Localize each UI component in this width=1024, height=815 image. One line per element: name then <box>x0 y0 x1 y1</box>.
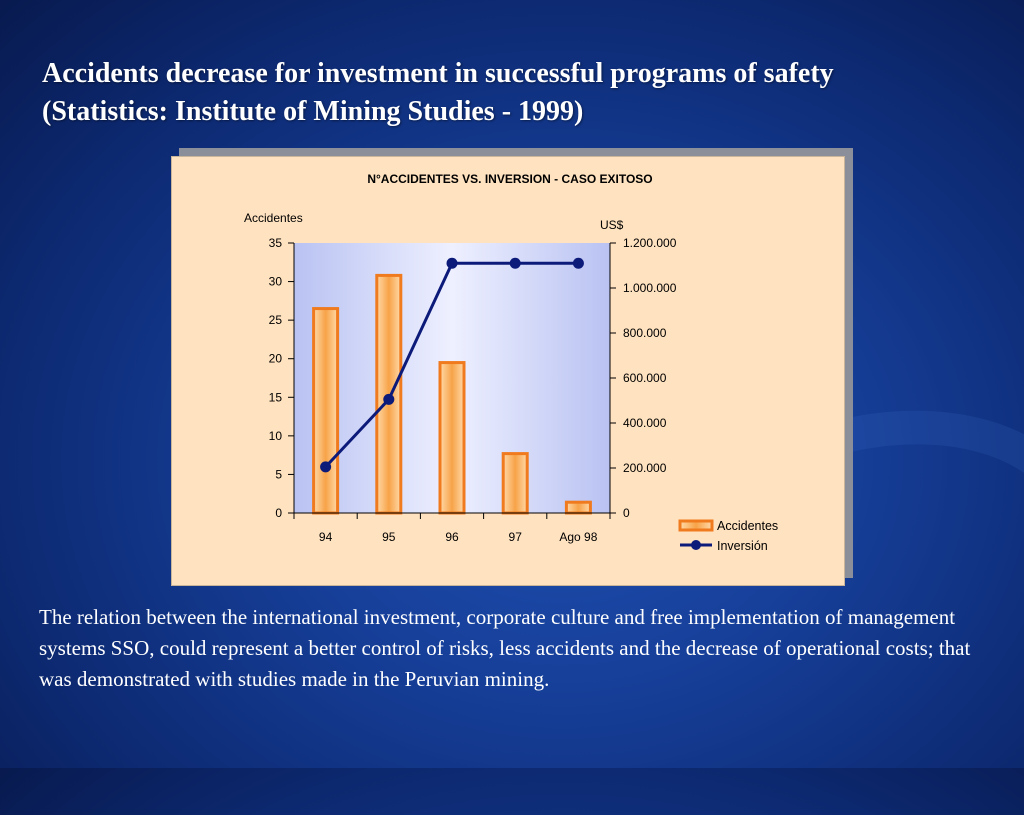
legend: Accidentes Inversión <box>678 519 778 553</box>
slide-title-line-2: (Statistics: Institute of Mining Studies… <box>42 96 584 127</box>
x-tick-label: 94 <box>319 530 333 544</box>
left-tick-label: 10 <box>269 429 283 443</box>
legend-inversion-marker <box>691 540 701 550</box>
investment-point-ago-98 <box>572 257 584 269</box>
right-tick-label: 1.200.000 <box>623 236 677 250</box>
left-tick-label: 0 <box>275 506 282 520</box>
chart-title: N°ACCIDENTES VS. INVERSION - CASO EXITOS… <box>367 172 652 186</box>
investment-point-97 <box>509 257 521 269</box>
chart-panel: N°ACCIDENTES VS. INVERSION - CASO EXITOS… <box>171 156 845 586</box>
investment-point-96 <box>446 257 458 269</box>
left-tick-label: 30 <box>269 275 283 289</box>
x-tick-label: 96 <box>445 530 459 544</box>
right-tick-label: 0 <box>623 506 630 520</box>
slide-title: Accidents decrease for investment in suc… <box>42 55 1012 131</box>
right-axis-label: US$ <box>600 218 624 232</box>
left-tick-label: 5 <box>275 467 282 481</box>
accidents-investment-chart: N°ACCIDENTES VS. INVERSION - CASO EXITOS… <box>244 172 778 553</box>
legend-inversion-label: Inversión <box>717 539 768 553</box>
right-tick-label: 800.000 <box>623 326 667 340</box>
left-tick-label: 15 <box>269 390 283 404</box>
legend-accidentes-swatch <box>678 519 714 532</box>
bar-accidentes-94 <box>312 307 340 515</box>
x-tick-label: Ago 98 <box>559 530 597 544</box>
left-tick-label: 35 <box>269 236 283 250</box>
investment-line-layer <box>320 257 584 473</box>
investment-point-94 <box>320 461 332 473</box>
left-axis-label: Accidentes <box>244 211 303 225</box>
left-tick-label: 20 <box>269 352 283 366</box>
right-tick-label: 1.000.000 <box>623 281 677 295</box>
bar-accidentes-97 <box>501 452 529 515</box>
investment-point-95 <box>383 393 395 405</box>
x-tick-label: 97 <box>509 530 523 544</box>
right-tick-label: 600.000 <box>623 371 667 385</box>
legend-accidentes-label: Accidentes <box>717 519 778 533</box>
right-tick-label: 200.000 <box>623 461 667 475</box>
left-tick-label: 25 <box>269 313 283 327</box>
right-tick-label: 400.000 <box>623 416 667 430</box>
slide-body-text: The relation between the international i… <box>39 605 971 691</box>
x-tick-label: 95 <box>382 530 396 544</box>
slide-title-line-1: Accidents decrease for investment in suc… <box>42 58 834 89</box>
bar-accidentes-96 <box>438 361 466 515</box>
bar-accidentes-ago-98 <box>564 500 592 515</box>
axes-layer: 0 5 10 15 20 25 30 35 0 200.000 400.000 600.000 800.… <box>269 236 677 544</box>
